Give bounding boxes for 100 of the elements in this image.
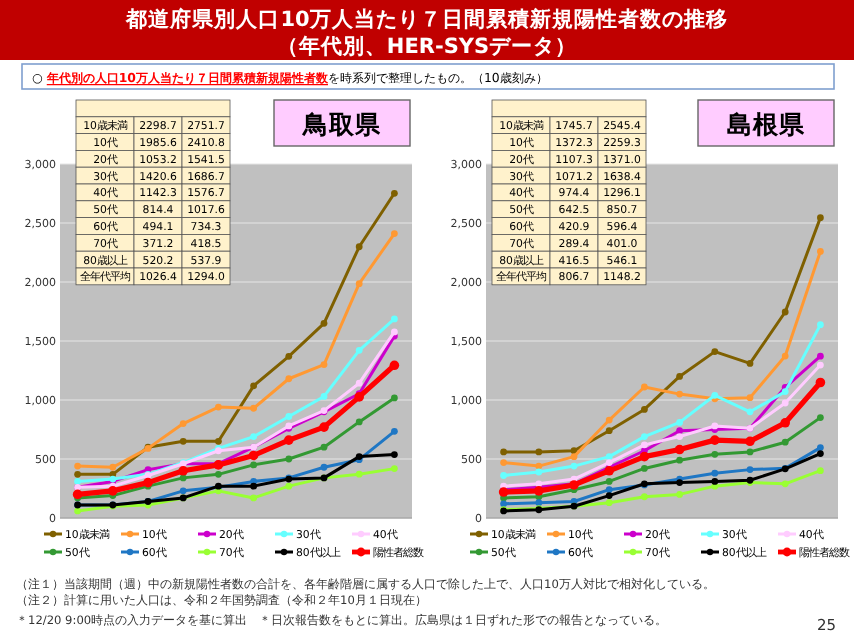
point bbox=[676, 433, 683, 440]
point bbox=[605, 486, 613, 494]
point bbox=[641, 441, 648, 449]
point bbox=[817, 248, 824, 255]
point bbox=[355, 379, 363, 387]
point bbox=[500, 448, 507, 456]
point bbox=[676, 373, 683, 380]
point bbox=[500, 459, 507, 466]
point bbox=[250, 482, 257, 490]
point bbox=[250, 461, 257, 469]
chart-title: 鳥取県 bbox=[301, 109, 383, 139]
point bbox=[391, 230, 398, 237]
point bbox=[215, 470, 222, 478]
point bbox=[641, 383, 648, 391]
point bbox=[674, 444, 685, 455]
point bbox=[780, 418, 790, 428]
point bbox=[746, 448, 754, 456]
point bbox=[605, 453, 613, 461]
point bbox=[179, 487, 187, 495]
point bbox=[535, 448, 543, 456]
point bbox=[250, 404, 257, 412]
point bbox=[604, 466, 614, 476]
point bbox=[250, 382, 257, 390]
point bbox=[74, 462, 81, 470]
point bbox=[676, 390, 683, 398]
point bbox=[781, 399, 789, 407]
point bbox=[817, 361, 824, 369]
point bbox=[320, 393, 328, 400]
point bbox=[391, 451, 398, 458]
point bbox=[711, 348, 719, 356]
point bbox=[391, 394, 398, 402]
point bbox=[817, 352, 824, 360]
point bbox=[815, 377, 826, 388]
point bbox=[179, 420, 187, 427]
point bbox=[535, 462, 543, 470]
point bbox=[320, 463, 328, 471]
point bbox=[143, 477, 153, 488]
point bbox=[500, 472, 507, 479]
point bbox=[108, 486, 118, 496]
text: （年代別、HER-SYSデータ） bbox=[276, 33, 578, 59]
point bbox=[285, 352, 293, 360]
point bbox=[320, 443, 328, 451]
point bbox=[781, 480, 789, 488]
point bbox=[570, 453, 578, 461]
point bbox=[534, 486, 544, 496]
point bbox=[250, 433, 257, 440]
point bbox=[746, 408, 754, 416]
point bbox=[676, 419, 683, 426]
point bbox=[74, 470, 81, 478]
point bbox=[535, 468, 543, 476]
point bbox=[641, 465, 648, 472]
point bbox=[746, 360, 754, 367]
text: 都道府県別人口10万人当たり７日間累積新規陽性者数の推移 bbox=[124, 6, 728, 32]
point bbox=[639, 451, 650, 462]
point bbox=[389, 360, 400, 371]
point bbox=[817, 444, 824, 452]
point bbox=[72, 489, 83, 500]
point bbox=[285, 455, 293, 463]
point bbox=[817, 321, 824, 329]
point bbox=[391, 315, 398, 323]
point bbox=[781, 308, 789, 316]
point bbox=[605, 427, 613, 435]
point bbox=[391, 189, 398, 197]
point bbox=[535, 499, 543, 507]
point bbox=[285, 482, 293, 490]
point bbox=[781, 352, 789, 360]
point bbox=[641, 433, 648, 440]
point bbox=[745, 436, 755, 447]
point bbox=[215, 403, 222, 411]
point bbox=[641, 493, 648, 501]
point bbox=[711, 450, 719, 458]
point bbox=[676, 491, 683, 498]
point bbox=[74, 478, 81, 485]
point bbox=[605, 459, 613, 466]
point bbox=[641, 406, 648, 413]
point bbox=[319, 422, 329, 432]
point bbox=[179, 437, 187, 445]
point bbox=[320, 361, 328, 368]
point bbox=[710, 435, 720, 445]
point bbox=[817, 467, 824, 475]
point bbox=[74, 507, 81, 515]
point bbox=[746, 466, 754, 474]
point bbox=[817, 414, 824, 422]
point bbox=[711, 469, 719, 477]
point bbox=[215, 437, 222, 445]
point bbox=[500, 500, 507, 508]
point bbox=[817, 450, 824, 457]
point bbox=[250, 494, 257, 502]
point bbox=[676, 456, 683, 464]
point bbox=[355, 346, 363, 354]
point bbox=[391, 465, 398, 473]
point bbox=[320, 319, 328, 327]
point bbox=[179, 474, 187, 482]
point bbox=[285, 375, 293, 383]
point bbox=[355, 418, 363, 426]
point bbox=[605, 478, 613, 485]
point bbox=[570, 462, 578, 470]
point bbox=[711, 478, 719, 485]
point bbox=[178, 466, 188, 476]
point bbox=[605, 499, 613, 507]
